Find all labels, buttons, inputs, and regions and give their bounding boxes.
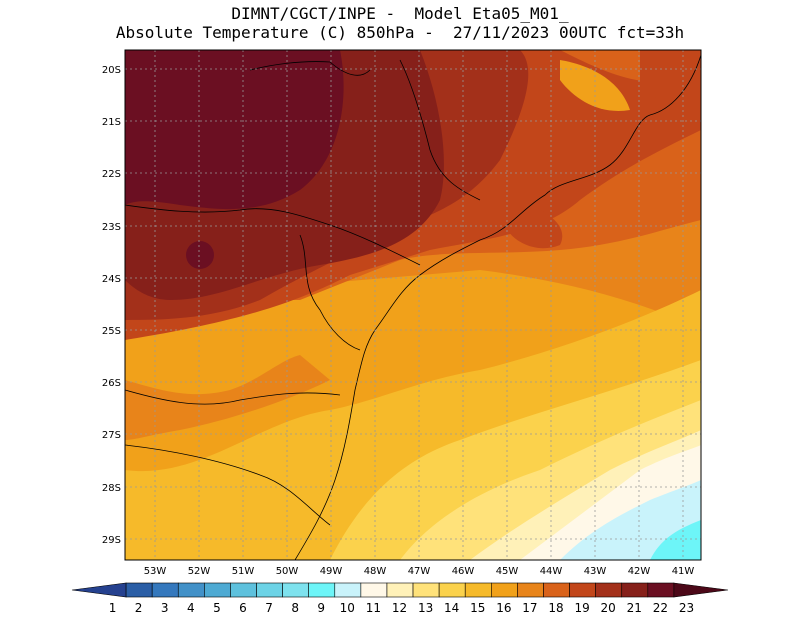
lat-label: 20S <box>102 65 121 76</box>
colorbar: 1 2 3 4 5 6 7 8 9 10 11 12 13 14 15 16 17 18 19 20 21 22 23 <box>71 582 729 615</box>
lon-label: 44W <box>540 566 563 577</box>
colorbar-swatch <box>517 582 544 598</box>
colorbar-swatch <box>125 582 153 598</box>
colorbar-swatch <box>282 582 309 598</box>
colorbar-swatch <box>177 582 205 598</box>
colorbar-label: 19 <box>574 601 589 615</box>
map-title-line1: DIMNT/CGCT/INPE - Model Eta05_M01_ <box>231 4 569 23</box>
colorbar-label: 20 <box>601 601 616 615</box>
lat-label: 23S <box>102 222 121 233</box>
colorbar-swatch <box>595 582 623 598</box>
lon-label: 45W <box>496 566 519 577</box>
colorbar-swatch <box>647 582 675 598</box>
colorbar-label: 1 <box>109 601 117 615</box>
lon-label: 43W <box>584 566 607 577</box>
coastline <box>125 54 701 560</box>
colorbar-swatch <box>673 582 729 598</box>
lon-label: 41W <box>672 566 695 577</box>
colorbar-swatch <box>543 582 570 598</box>
colorbar-label: 17 <box>522 601 537 615</box>
colorbar-swatch <box>491 582 518 598</box>
colorbar-swatch <box>464 582 492 598</box>
lon-label: 50W <box>276 566 299 577</box>
colorbar-label: 6 <box>239 601 247 615</box>
colorbar-label: 7 <box>265 601 273 615</box>
colorbar-label: 2 <box>135 601 143 615</box>
lat-label: 22S <box>102 169 121 180</box>
colorbar-label: 11 <box>366 601 381 615</box>
map-title-line2: Absolute Temperature (C) 850hPa - 27/11/… <box>115 23 685 42</box>
colorbar-swatch <box>569 582 596 598</box>
lon-label: 47W <box>408 566 431 577</box>
colorbar-label: 4 <box>187 601 195 615</box>
lon-label: 53W <box>144 566 167 577</box>
lat-label: 25S <box>102 326 121 337</box>
colorbar-swatch <box>308 582 336 598</box>
colorbar-label: 3 <box>161 601 169 615</box>
colorbar-swatch <box>438 582 466 598</box>
colorbar-label: 15 <box>470 601 485 615</box>
colorbar-swatch <box>71 582 127 598</box>
lat-lon-grid <box>125 50 701 560</box>
colorbar-label: 10 <box>340 601 355 615</box>
colorbar-label: 12 <box>392 601 407 615</box>
lon-label: 42W <box>628 566 651 577</box>
lat-label: 29S <box>102 535 121 546</box>
lat-label: 24S <box>102 274 121 285</box>
colorbar-label: 22 <box>653 601 668 615</box>
lat-label: 27S <box>102 430 121 441</box>
colorbar-swatch <box>621 582 649 598</box>
longitude-labels: 53W 52W 51W 50W 49W 48W 47W 46W 45W 44W … <box>144 566 695 577</box>
colorbar-label: 5 <box>213 601 221 615</box>
colorbar-label: 8 <box>291 601 299 615</box>
lat-label: 21S <box>102 117 121 128</box>
colorbar-label: 9 <box>317 601 325 615</box>
lon-label: 51W <box>232 566 255 577</box>
colorbar-label: 16 <box>496 601 511 615</box>
colorbar-label: 14 <box>444 601 459 615</box>
temperature-field <box>125 50 701 560</box>
colorbar-swatch <box>204 582 231 598</box>
colorbar-swatch <box>386 582 414 598</box>
colorbar-label: 18 <box>548 601 563 615</box>
colorbar-swatch <box>151 582 179 598</box>
colorbar-label: 23 <box>679 601 694 615</box>
lat-label: 28S <box>102 483 121 494</box>
lon-label: 49W <box>320 566 343 577</box>
lat-label: 26S <box>102 378 121 389</box>
colorbar-label: 13 <box>418 601 433 615</box>
colorbar-swatch <box>334 582 362 598</box>
colorbar-swatch <box>360 582 388 598</box>
lon-label: 48W <box>364 566 387 577</box>
colorbar-swatch <box>412 582 440 598</box>
colorbar-label: 21 <box>627 601 642 615</box>
colorbar-swatch <box>230 582 257 598</box>
colorbar-swatch <box>256 582 283 598</box>
map-frame <box>124 49 702 561</box>
latitude-labels: 20S 21S 22S 23S 24S 25S 26S 27S 28S 29S <box>102 65 121 546</box>
lon-label: 52W <box>188 566 211 577</box>
lon-label: 46W <box>452 566 475 577</box>
